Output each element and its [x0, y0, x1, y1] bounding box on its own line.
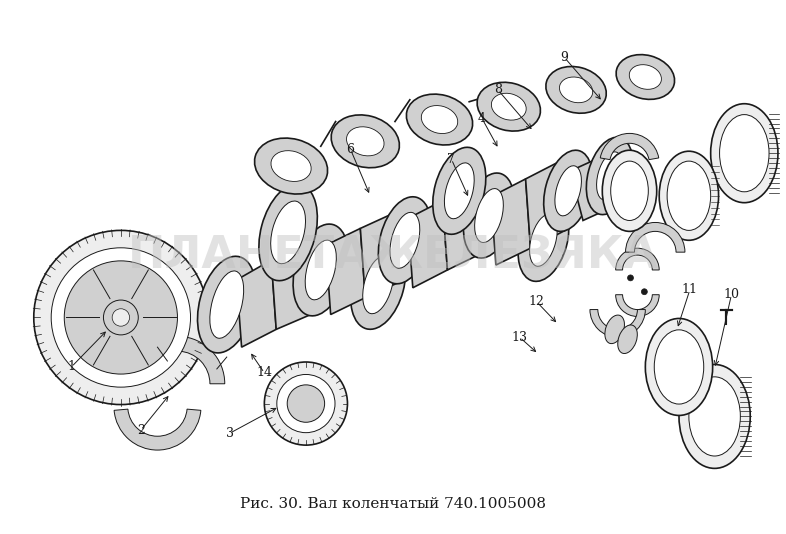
Circle shape	[104, 300, 138, 335]
Ellipse shape	[444, 163, 474, 219]
Ellipse shape	[719, 115, 769, 192]
Ellipse shape	[654, 330, 703, 404]
Ellipse shape	[271, 151, 311, 182]
Ellipse shape	[362, 256, 394, 313]
Ellipse shape	[293, 224, 348, 316]
Ellipse shape	[406, 94, 472, 145]
Ellipse shape	[270, 201, 306, 264]
Text: 6: 6	[347, 143, 354, 156]
Ellipse shape	[378, 197, 432, 284]
Circle shape	[641, 289, 648, 295]
Ellipse shape	[618, 325, 637, 354]
Ellipse shape	[711, 104, 778, 203]
Circle shape	[34, 230, 208, 405]
Ellipse shape	[597, 152, 623, 200]
Wedge shape	[615, 295, 659, 317]
Ellipse shape	[197, 256, 256, 353]
Text: 11: 11	[682, 283, 698, 296]
Polygon shape	[443, 184, 482, 270]
Ellipse shape	[351, 240, 406, 329]
Polygon shape	[237, 260, 276, 347]
Text: 4: 4	[478, 112, 486, 125]
Text: 7: 7	[447, 153, 455, 166]
Text: ПЛАНЕТАЖЕЛЕЗЯКА: ПЛАНЕТАЖЕЛЕЗЯКА	[127, 235, 659, 278]
Wedge shape	[626, 223, 685, 252]
Ellipse shape	[305, 240, 336, 300]
Ellipse shape	[477, 82, 541, 131]
Polygon shape	[570, 156, 615, 221]
Ellipse shape	[586, 137, 633, 215]
Circle shape	[51, 248, 190, 387]
Ellipse shape	[611, 161, 648, 221]
Ellipse shape	[689, 377, 740, 456]
Ellipse shape	[659, 151, 718, 240]
Text: 1: 1	[68, 360, 75, 373]
Ellipse shape	[630, 65, 662, 89]
Text: 2: 2	[137, 424, 145, 437]
Ellipse shape	[421, 106, 457, 134]
Text: Рис. 30. Вал коленчатый 740.1005008: Рис. 30. Вал коленчатый 740.1005008	[240, 497, 546, 511]
Ellipse shape	[560, 77, 593, 103]
Text: 13: 13	[512, 331, 527, 344]
Text: 14: 14	[256, 366, 273, 379]
Ellipse shape	[464, 173, 515, 258]
Text: 12: 12	[528, 295, 545, 308]
Polygon shape	[360, 213, 400, 297]
Polygon shape	[271, 245, 311, 329]
Ellipse shape	[433, 147, 486, 234]
Ellipse shape	[602, 150, 657, 231]
Polygon shape	[325, 229, 365, 315]
Polygon shape	[408, 201, 447, 288]
Wedge shape	[590, 310, 645, 337]
Ellipse shape	[645, 318, 713, 415]
Ellipse shape	[616, 54, 674, 99]
Polygon shape	[526, 161, 565, 248]
Ellipse shape	[259, 184, 318, 281]
Text: 10: 10	[723, 288, 740, 301]
Ellipse shape	[255, 138, 328, 194]
Wedge shape	[114, 409, 201, 450]
Circle shape	[264, 362, 347, 445]
Ellipse shape	[545, 67, 606, 113]
Circle shape	[112, 309, 130, 326]
Wedge shape	[615, 248, 659, 270]
Ellipse shape	[475, 189, 503, 242]
Ellipse shape	[491, 93, 526, 120]
Ellipse shape	[544, 150, 593, 231]
Polygon shape	[491, 179, 531, 265]
Ellipse shape	[679, 365, 751, 468]
Circle shape	[287, 385, 325, 422]
Text: 9: 9	[560, 51, 568, 64]
Text: 8: 8	[494, 83, 502, 96]
Ellipse shape	[667, 161, 711, 230]
Ellipse shape	[518, 199, 569, 281]
Circle shape	[277, 374, 335, 433]
Ellipse shape	[210, 271, 244, 338]
Circle shape	[627, 275, 634, 281]
Circle shape	[64, 261, 178, 374]
Ellipse shape	[347, 127, 384, 156]
Ellipse shape	[331, 115, 399, 168]
Ellipse shape	[605, 315, 624, 343]
Wedge shape	[601, 134, 659, 160]
Ellipse shape	[390, 213, 420, 268]
Text: 3: 3	[226, 427, 233, 440]
Ellipse shape	[555, 166, 582, 216]
Wedge shape	[130, 336, 225, 384]
Ellipse shape	[530, 214, 557, 266]
